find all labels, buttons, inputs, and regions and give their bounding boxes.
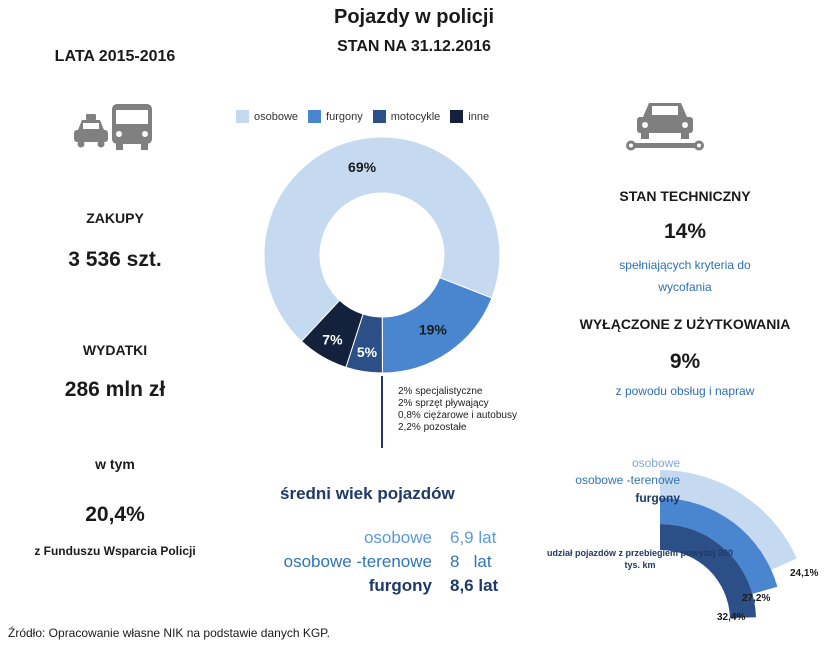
mileage-arc-1 [660, 498, 778, 594]
arc-label: osobowe -terenowe [575, 473, 680, 487]
other-breakdown-note: 2% specjalistyczne 2% sprzęt pływający 0… [398, 386, 517, 434]
avg-age-value: 6,9 lat [450, 528, 497, 547]
donut-slice-inne [300, 299, 364, 368]
legend-swatch [236, 110, 249, 123]
fund-value: 20,4% [85, 503, 145, 526]
avg-age-title: średni wiek pojazdów [280, 484, 455, 503]
note-line: 0,8% ciężarowe i autobusy [398, 410, 517, 421]
legend-item: motocykle [372, 110, 441, 123]
mileage-chart-title: udział pojazdów z przebiegiem powyżej 20… [546, 548, 734, 570]
donut-value-label: 7% [322, 332, 343, 348]
legend-swatch [372, 110, 386, 123]
years-label: LATA 2015-2016 [54, 48, 176, 65]
legend-label: motocykle [390, 110, 441, 123]
excluded-value: 9% [669, 350, 701, 373]
tech-state-value: 14% [663, 220, 707, 243]
arc-value-label: 32,4% [717, 612, 746, 623]
legend-swatch [450, 110, 464, 123]
excluded-desc: z powodu obsług i napraw [615, 384, 755, 398]
donut-value-label: 69% [348, 159, 377, 175]
note-line: 2% sprzęt pływający [398, 398, 489, 409]
avg-age-table: osobowe 6,9 lat osobowe -terenowe 8 lat … [262, 528, 530, 600]
avg-age-row: osobowe -terenowe 8 lat [262, 552, 530, 576]
excluded-label: WYŁĄCZONE Z UŻYTKOWANIA [579, 316, 791, 332]
fund-label: z Funduszu Wsparcia Policji [34, 544, 196, 558]
avg-age-value: 8 lat [450, 552, 492, 571]
tech-state-desc-line: spełniających kryteria do [619, 258, 751, 272]
legend-label: inne [468, 110, 490, 123]
purchases-label: ZAKUPY [86, 210, 144, 226]
note-leader-line [381, 376, 383, 448]
mileage-arc-2 [660, 524, 756, 619]
arc-value-label: 24,1% [790, 568, 819, 579]
tech-state-desc: spełniających kryteria do wycofania [560, 254, 810, 298]
avg-age-name: furgony [368, 576, 432, 595]
avg-age-name: osobowe -terenowe [283, 552, 432, 571]
vehicle-icons [74, 104, 152, 150]
avg-age-row: furgony 8,6 lat [262, 576, 530, 600]
legend-item: osobowe [236, 110, 298, 123]
donut-value-label: 19% [419, 321, 448, 337]
donut-chart: 69% 19% 5% 7% [263, 136, 501, 374]
avg-age-name: osobowe [363, 528, 432, 547]
mileage-arc-0 [660, 470, 797, 570]
donut-legend: osobowe furgony motocykle inne [236, 110, 556, 123]
car-wrench-icon [626, 103, 704, 151]
page-subtitle: STAN NA 31.12.2016 [337, 38, 491, 55]
legend-item: inne [450, 110, 489, 123]
avg-age-value: 8,6 lat [450, 576, 499, 595]
of-which-label: w tym [95, 456, 135, 472]
expenses-value: 286 mln zł [64, 378, 166, 401]
legend-item: furgony [308, 110, 363, 123]
legend-label: osobowe [254, 110, 299, 123]
arc-label: osobowe [631, 456, 680, 470]
expenses-label: WYDATKI [82, 342, 148, 358]
mileage-arc-chart [660, 470, 797, 619]
legend-swatch [308, 110, 322, 123]
arc-label: furgony [635, 491, 680, 505]
tech-state-desc-line: wycofania [658, 280, 712, 294]
note-line: 2% specjalistyczne [398, 386, 483, 397]
page-title: Pojazdy w policji [333, 6, 495, 28]
note-line: 2,2% pozostałe [398, 422, 467, 433]
legend-label: furgony [326, 110, 363, 123]
purchases-value: 3 536 szt. [68, 248, 162, 271]
source-note: Źródło: Opracowanie własne NIK na podsta… [8, 626, 330, 640]
taxi-icon [74, 114, 108, 148]
donut-value-label: 5% [357, 344, 378, 360]
arc-value-label: 27,2% [742, 593, 771, 604]
donut-slice-osobowe [263, 136, 501, 343]
tech-state-label: STAN TECHNICZNY [619, 188, 751, 204]
avg-age-row: osobowe 6,9 lat [262, 528, 530, 552]
bus-icon [112, 104, 152, 150]
